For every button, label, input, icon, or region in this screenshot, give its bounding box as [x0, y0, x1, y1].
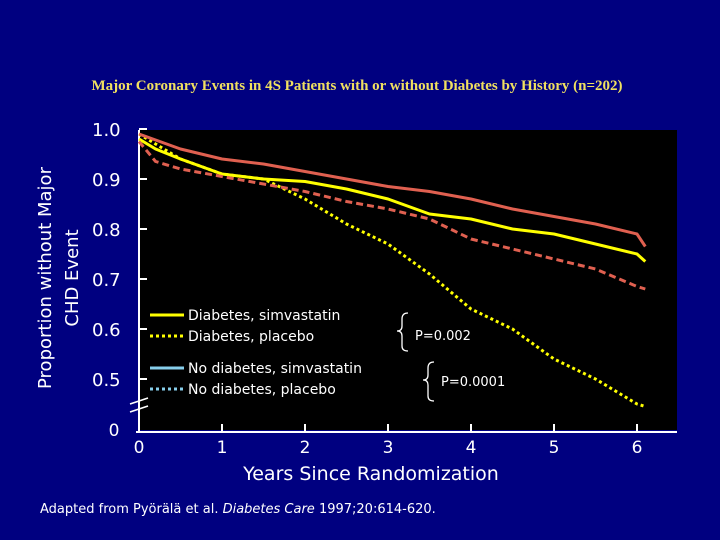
x-tick-label: 4 — [466, 438, 477, 458]
y-tick-label: 0.7 — [92, 270, 121, 291]
y-tick-label: 0.6 — [92, 320, 121, 341]
legend-label: No diabetes, simvastatin — [188, 361, 362, 377]
brace-icon — [396, 312, 409, 352]
y-ticks: 1.0 0.9 0.8 0.7 0.6 0.5 — [92, 120, 147, 391]
x-tick-label: 5 — [549, 438, 560, 458]
series-lines — [137, 132, 647, 408]
x-tick-label: 0 — [134, 438, 145, 458]
y-tick-label: 0.8 — [92, 220, 121, 241]
y-axis-label-line2: CHD Event — [62, 229, 83, 326]
x-tick-label: 1 — [217, 438, 228, 458]
axis-break-icon — [129, 397, 149, 413]
y-tick-label: 0.5 — [92, 370, 121, 391]
x-tick-label: 6 — [632, 438, 643, 458]
y-axis-label-line1: Proportion without Major — [35, 166, 56, 389]
source-journal: Diabetes Care — [222, 502, 315, 517]
source-citation: Adapted from Pyörälä et al. Diabetes Car… — [40, 502, 436, 517]
p-value-no-diabetes: P=0.0001 — [441, 375, 505, 390]
y-tick-label: 0.9 — [92, 170, 121, 191]
x-ticks: 0 1 2 3 4 5 6 — [134, 424, 643, 458]
x-tick-label: 3 — [383, 438, 394, 458]
p-value-diabetes: P=0.002 — [415, 329, 471, 344]
legend: Diabetes, simvastatin Diabetes, placebo No… — [150, 308, 362, 398]
brace-icon — [422, 361, 435, 402]
chart-title: Major Coronary Events in 4S Patients wit… — [91, 78, 623, 94]
p-annotation-no-diabetes: P=0.0001 — [422, 361, 505, 402]
series-line-3 — [137, 140, 646, 291]
y-tick-label: 1.0 — [92, 120, 121, 141]
source-prefix: Adapted from Pyörälä et al. — [40, 502, 223, 517]
axes — [129, 130, 677, 433]
legend-label: No diabetes, placebo — [188, 382, 336, 398]
y-origin-label: 0 — [109, 421, 120, 441]
source-suffix: 1997;20:614-620. — [314, 502, 436, 517]
series-line-2 — [138, 132, 647, 248]
plot-area — [139, 130, 677, 430]
series-line-0 — [138, 137, 647, 263]
x-tick-label: 2 — [300, 438, 311, 458]
x-axis-label: Years Since Randomization — [242, 463, 499, 485]
legend-label: Diabetes, simvastatin — [188, 308, 340, 324]
legend-label: Diabetes, placebo — [188, 329, 314, 345]
p-annotation-diabetes: P=0.002 — [396, 312, 471, 352]
